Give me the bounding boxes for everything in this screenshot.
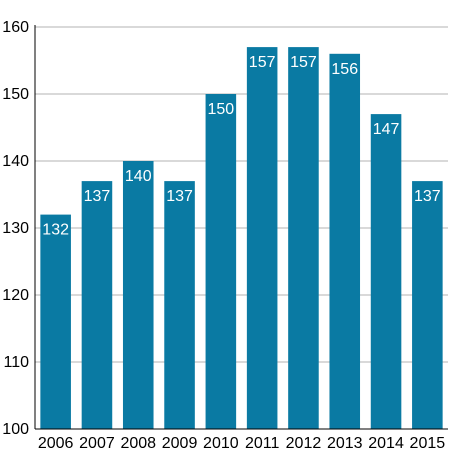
y-tick-label-150: 150	[2, 86, 29, 103]
x-tick-label-2006: 2006	[38, 435, 74, 452]
bar-value-label-2010: 150	[207, 101, 234, 118]
bar-2012	[288, 47, 319, 429]
y-tick-labels: 100 110 120 130 140 150 160	[2, 19, 29, 438]
y-tick-label-130: 130	[2, 220, 29, 237]
x-tick-label-2012: 2012	[286, 435, 322, 452]
bar-value-label-2008: 140	[125, 168, 152, 185]
bar-2007	[81, 181, 113, 429]
bar-2015	[412, 181, 443, 429]
bar-2010	[205, 94, 237, 429]
x-tick-label-2008: 2008	[120, 435, 156, 452]
bar-value-label-2015: 137	[414, 188, 441, 205]
bar-value-label-2014: 147	[373, 121, 400, 138]
bar-2009	[164, 181, 195, 429]
axes	[34, 25, 448, 430]
y-tick-label-120: 120	[2, 287, 29, 304]
bar-value-label-2009: 137	[166, 188, 193, 205]
bar-2014	[370, 114, 402, 429]
bar-value-label-2013: 156	[331, 61, 358, 78]
bar-2006	[40, 214, 71, 429]
bar-value-labels: 132 137 140 137 150 157 157 156 147 137	[42, 54, 440, 239]
x-tick-label-2011: 2011	[245, 435, 280, 452]
bar-value-label-2006: 132	[42, 222, 69, 239]
x-tick-label-2010: 2010	[203, 435, 239, 452]
y-tick-label-110: 110	[3, 354, 29, 371]
y-tick-label-100: 100	[2, 421, 29, 438]
x-tick-labels: 2006 2007 2008 2009 2010 2011 2012 2013 2014 2015	[38, 435, 445, 452]
x-tick-label-2007: 2007	[79, 435, 115, 452]
bar-value-label-2012: 157	[290, 54, 317, 71]
bar-2008	[122, 161, 154, 429]
x-tick-label-2009: 2009	[162, 435, 198, 452]
y-tick-label-140: 140	[2, 153, 29, 170]
bar-2011	[246, 47, 278, 429]
x-tick-label-2014: 2014	[368, 435, 404, 452]
x-tick-label-2013: 2013	[327, 435, 363, 452]
bar-2013	[329, 53, 361, 430]
y-tick-label-160: 160	[2, 19, 29, 36]
bars	[40, 47, 443, 430]
bar-value-label-2011: 157	[249, 54, 276, 71]
x-tick-label-2015: 2015	[410, 435, 446, 452]
bar-value-label-2007: 137	[84, 188, 111, 205]
